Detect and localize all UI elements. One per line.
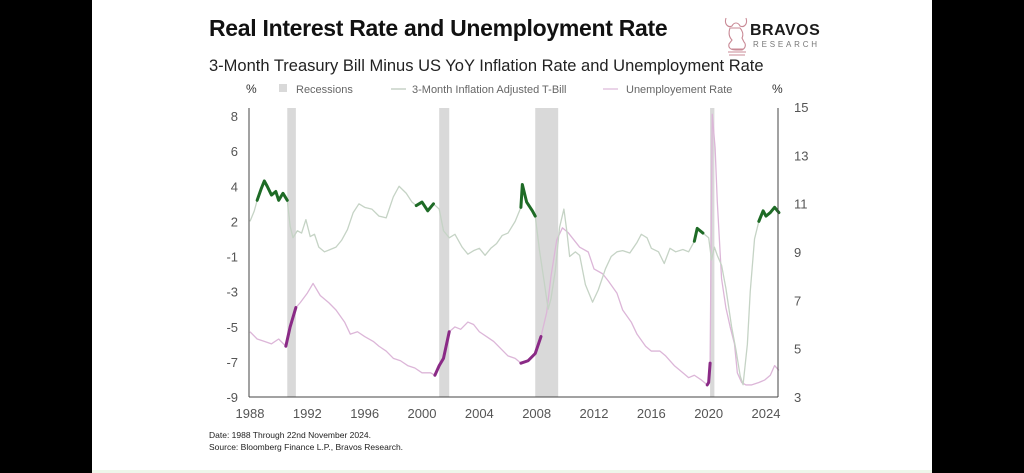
right-axis-unit: % — [772, 82, 783, 96]
x-tick-label: 2020 — [694, 406, 723, 421]
right-tick-label: 7 — [794, 293, 801, 308]
right-tick-label: 15 — [794, 100, 808, 115]
left-tick-label: -3 — [226, 285, 238, 300]
x-tick-label: 2000 — [408, 406, 437, 421]
x-tick-label: 1988 — [236, 406, 265, 421]
right-tick-label: 13 — [794, 148, 808, 163]
source-note: Source: Bloomberg Finance L.P., Bravos R… — [209, 442, 404, 452]
tbill-highlight-segment — [692, 226, 705, 243]
right-tick-label: 9 — [794, 245, 801, 260]
legend-tbill-label: 3-Month Inflation Adjusted T-Bill — [412, 84, 567, 96]
recession-band — [439, 108, 450, 397]
tbill-highlight-segment — [757, 205, 781, 223]
left-tick-label: -1 — [226, 250, 238, 265]
chart-card — [92, 0, 932, 473]
recession-band — [287, 108, 296, 397]
page-title: Real Interest Rate and Unemployment Rate — [209, 15, 668, 41]
x-tick-label: 2008 — [522, 406, 551, 421]
unemployment-highlight-segment — [284, 306, 298, 348]
recession-bands — [287, 108, 715, 397]
recession-band — [535, 108, 559, 397]
legend-recessions-swatch — [279, 84, 287, 92]
tbill-line — [249, 180, 780, 386]
x-tick-label: 2004 — [465, 406, 494, 421]
right-tick-label: 3 — [794, 390, 801, 405]
left-tick-label: -9 — [226, 390, 238, 405]
legend-recessions-label: Recessions — [296, 84, 353, 96]
recession-band — [710, 108, 715, 397]
tick-labels: 8 6 4 2 -1 -3 -5 -7 -9 15 13 11 9 7 5 3 1988 1992 1996 2000… — [226, 100, 808, 421]
tbill-highlight-segment — [255, 179, 289, 202]
x-tick-label: 2016 — [637, 406, 666, 421]
left-tick-label: 6 — [231, 144, 238, 159]
logo-name: BRAVOS — [750, 22, 821, 39]
x-tick-label: 2024 — [752, 406, 781, 421]
series-lines — [249, 113, 781, 387]
x-tick-label: 2012 — [580, 406, 609, 421]
left-tick-label: -5 — [226, 320, 238, 335]
logo-subtitle: RESEARCH — [753, 40, 820, 49]
unemployment-highlight-segment — [705, 361, 712, 387]
right-tick-label: 11 — [794, 197, 808, 212]
left-tick-label: -7 — [226, 355, 238, 370]
unemployment-highlight-segment — [433, 330, 451, 377]
x-tick-label: 1992 — [293, 406, 322, 421]
right-tick-label: 5 — [794, 342, 801, 357]
unemployment-highlight-segment — [519, 335, 543, 365]
x-tick-label: 1996 — [350, 406, 379, 421]
tbill-highlight-segment — [414, 200, 435, 213]
left-tick-label: 4 — [231, 179, 238, 194]
date-note: Date: 1988 Through 22nd November 2024. — [209, 430, 371, 440]
bottom-strip — [92, 470, 932, 473]
left-tick-label: 2 — [231, 214, 238, 229]
legend-unemployment-label: Unemployement Rate — [626, 84, 732, 96]
left-axis-unit: % — [246, 82, 257, 96]
axes — [248, 108, 779, 398]
left-tick-label: 8 — [231, 109, 238, 124]
legend: % Recessions 3-Month Inflation Adjusted … — [246, 82, 783, 96]
page-subtitle: 3-Month Treasury Bill Minus US YoY Infla… — [209, 57, 764, 75]
bull-knight-icon — [724, 17, 748, 56]
tbill-highlight-segment — [519, 182, 537, 218]
